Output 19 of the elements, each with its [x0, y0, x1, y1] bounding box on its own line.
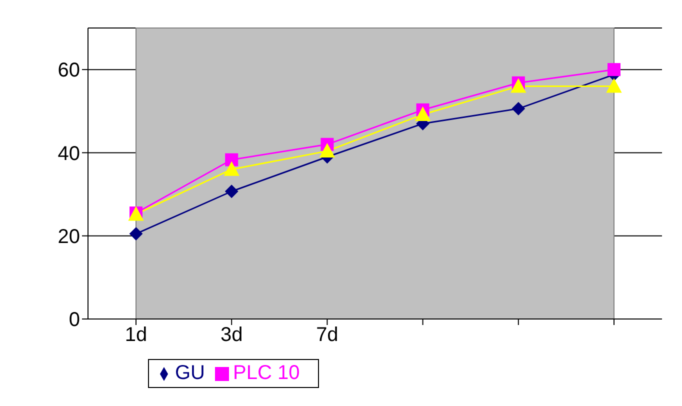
point [320, 144, 335, 158]
y-tick-label: 20 [58, 226, 80, 248]
legend-label: GU [175, 362, 205, 384]
y-tick-label: 40 [58, 142, 80, 165]
point [512, 102, 525, 116]
point [415, 106, 430, 121]
x-tick-label: 3d [220, 324, 243, 346]
legend-label: PLC 10 [233, 362, 300, 384]
y-tick-label: 0 [68, 309, 80, 332]
point [510, 78, 526, 93]
x-tick-label: 1d [124, 324, 148, 346]
point [225, 153, 238, 166]
point [130, 227, 142, 240]
x-tick-label: 7d [316, 324, 338, 346]
point [608, 63, 620, 76]
point [224, 162, 240, 176]
y-tick-label: 60 [58, 60, 80, 82]
point [606, 78, 622, 93]
point [225, 184, 238, 198]
